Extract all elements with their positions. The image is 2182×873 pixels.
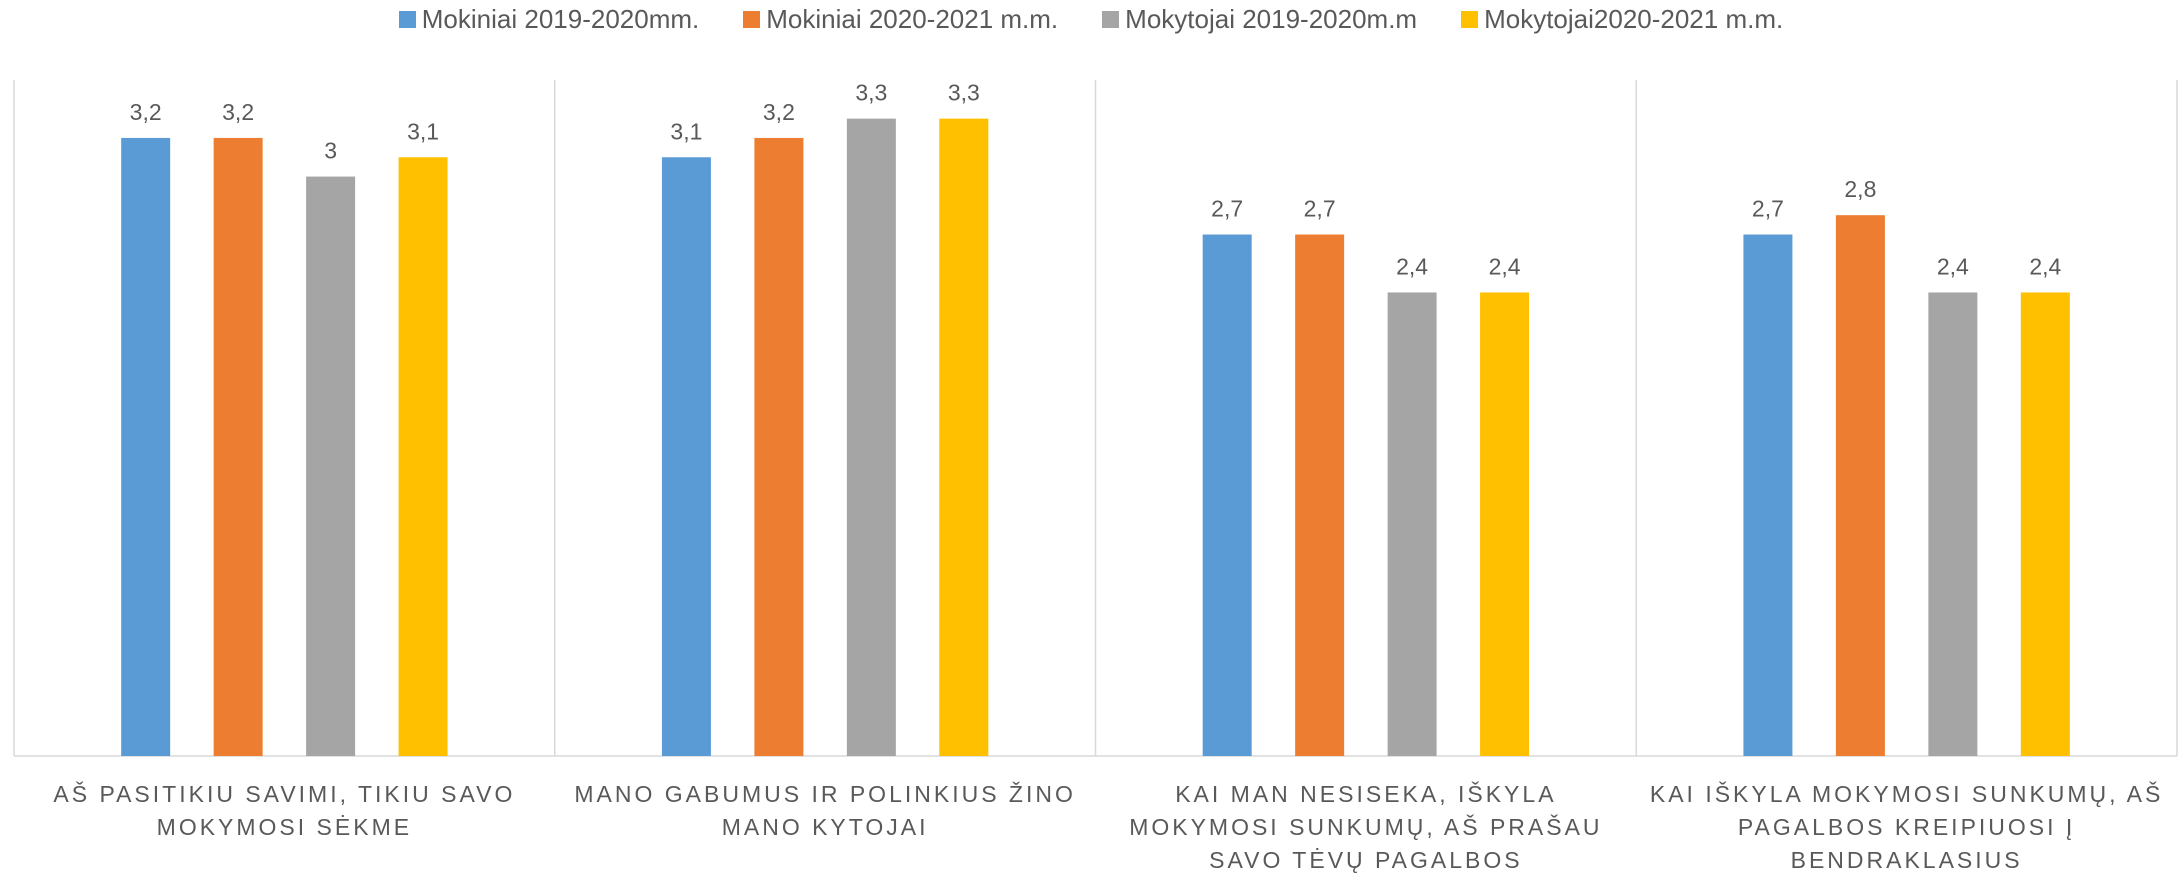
data-label: 2,7 — [1211, 196, 1243, 222]
data-label: 2,7 — [1752, 196, 1784, 222]
bar — [1928, 292, 1978, 756]
data-label: 3,2 — [130, 99, 162, 125]
legend-label: Mokytojai2020-2021 m.m. — [1484, 4, 1784, 34]
bar — [2020, 292, 2070, 756]
bar — [1295, 234, 1345, 756]
legend-item: Mokytojai2020-2021 m.m. — [1461, 4, 1783, 35]
bar — [1835, 215, 1885, 756]
legend-label: Mokiniai 2019-2020mm. — [421, 4, 700, 34]
x-tick-label: MANO GABUMUS IR POLINKIUS ŽINO MANO KYTO… — [574, 781, 1076, 840]
x-tick-label: KAI MAN NESISEKA, IŠKYLA MOKYMOSI SUNKUM… — [1129, 781, 1603, 873]
legend-item: Mokiniai 2020-2021 m.m. — [743, 4, 1058, 35]
legend-label: Mokiniai 2020-2021 m.m. — [766, 4, 1059, 34]
data-label: 3,2 — [222, 99, 254, 125]
data-label: 2,4 — [1489, 253, 1521, 279]
bar — [1480, 292, 1530, 756]
bar — [213, 137, 263, 756]
legend-item: Mokytojai 2019-2020m.m — [1102, 4, 1417, 35]
data-label: 2,4 — [1396, 253, 1428, 279]
legend: Mokiniai 2019-2020mm. Mokiniai 2020-2021 … — [0, 4, 2182, 35]
data-label: 3 — [324, 138, 337, 164]
bar — [1743, 234, 1793, 756]
data-label: 3,3 — [948, 80, 980, 106]
bar — [306, 176, 356, 757]
legend-item: Mokiniai 2019-2020mm. — [398, 4, 700, 35]
bar — [1387, 292, 1437, 756]
bar — [846, 118, 896, 757]
bar — [1202, 234, 1252, 756]
data-label: 3,1 — [670, 118, 702, 144]
legend-swatch — [1461, 11, 1479, 28]
legend-swatch — [1102, 11, 1120, 28]
legend-label: Mokytojai 2019-2020m.m — [1125, 4, 1418, 34]
data-label: 2,8 — [1844, 176, 1876, 202]
data-label: 2,7 — [1304, 196, 1336, 222]
bar — [661, 157, 711, 756]
data-label: 2,4 — [2029, 253, 2061, 279]
x-tick-label: AŠ PASITIKIU SAVIMI, TIKIU SAVO MOKYMOSI… — [53, 781, 516, 840]
data-label: 2,4 — [1937, 253, 1969, 279]
data-label: 3,1 — [407, 118, 439, 144]
bar — [939, 118, 989, 757]
legend-swatch — [398, 11, 416, 28]
x-tick-label: KAI IŠKYLA MOKYMOSI SUNKUMŲ, AŠ PAGALBOS… — [1649, 781, 2164, 873]
bar — [754, 137, 804, 756]
bar — [121, 137, 171, 756]
data-label: 3,3 — [855, 80, 887, 106]
data-label: 3,2 — [763, 99, 795, 125]
legend-swatch — [743, 11, 761, 28]
bar — [398, 157, 448, 756]
